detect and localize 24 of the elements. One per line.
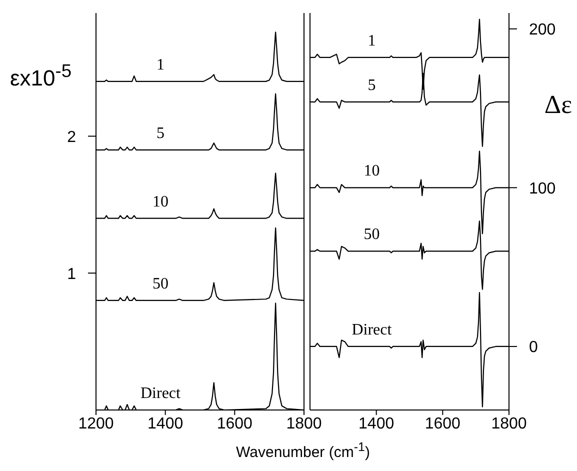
x-tick-label: 1600 <box>424 415 461 432</box>
x-tick-label: 1800 <box>286 415 322 432</box>
series-label: 1 <box>156 56 164 74</box>
series-label: 10 <box>152 193 168 210</box>
x-tick-label: 1400 <box>358 415 394 432</box>
x-tick-label: 1200 <box>78 415 114 432</box>
series-label: 1 <box>368 32 376 50</box>
series-label: 10 <box>364 162 380 180</box>
x-tick-label: 1400 <box>148 415 184 432</box>
y2-axis-title: Δε <box>544 90 572 120</box>
y2-tick-label: 100 <box>529 180 556 198</box>
x-axis-title: Wavenumber (cm$^{-1}$) <box>235 440 371 461</box>
series-label: Direct <box>140 385 182 402</box>
y2-tick-label: 0 <box>529 339 538 356</box>
series-label: 50 <box>152 275 168 292</box>
y-axis-title: εx10$^{-5}$ <box>10 60 72 92</box>
series-label: 50 <box>364 226 380 244</box>
y2-tick-label: 200 <box>529 22 556 39</box>
series-label: 5 <box>368 76 376 94</box>
series-label: 5 <box>156 124 164 142</box>
x-tick-label: 1800 <box>491 415 527 432</box>
series-label: Direct <box>352 321 392 338</box>
x-tick-label: 1600 <box>216 415 253 432</box>
y-tick-label: 2 <box>67 128 76 146</box>
